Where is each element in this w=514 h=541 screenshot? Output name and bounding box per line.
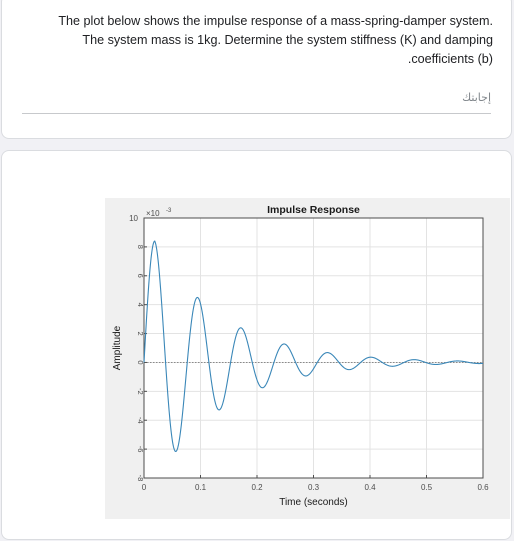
y-tick-label: 10 (129, 214, 138, 223)
x-tick-label: 0.3 (308, 483, 320, 492)
x-tick-label: 0.6 (477, 483, 489, 492)
y-axis-label: Amplitude (112, 325, 123, 370)
data-point-peak-8 (306, 369, 307, 370)
image-card: 0 0.1 0.2 0.3 0.4 0.5 0.6 -8 -6 -4 -2 0 2 4 6 8 10 ×10 -3 I… (1, 150, 512, 540)
data-point-peak-1 (154, 241, 155, 242)
x-axis-label: Time (seconds) (279, 497, 348, 508)
data-point-peak-9 (328, 358, 329, 359)
data-point-peak-7 (285, 345, 286, 346)
data-point-peak-6 (263, 387, 264, 388)
x-tick-label: 0.4 (364, 483, 376, 492)
y-exponent-power: -3 (166, 208, 172, 214)
y-tick-label: 8 (136, 245, 145, 249)
y-tick-label: -2 (136, 388, 145, 395)
data-point-peak-4 (219, 411, 220, 412)
y-tick-label: 4 (136, 303, 145, 307)
y-tick-label: 6 (136, 274, 145, 278)
data-point-peak-5 (241, 323, 242, 324)
data-point-peak-2 (176, 452, 177, 453)
answer-input[interactable]: إجابتك (22, 89, 491, 114)
y-tick-label: -6 (136, 446, 145, 453)
x-tick-label: 0 (142, 483, 147, 492)
question-text-line-2: The system mass is 1kg. Determine the sy… (82, 33, 493, 47)
y-tick-label: 0 (136, 360, 145, 364)
y-tick-label: 2 (136, 331, 145, 335)
x-tick-label: 0.1 (195, 483, 207, 492)
impulse-response-plot: 0 0.1 0.2 0.3 0.4 0.5 0.6 -8 -6 -4 -2 0 2 4 6 8 10 ×10 -3 I… (105, 198, 510, 519)
y-exponent-label: ×10 (146, 209, 160, 218)
x-tick-label: 0.5 (421, 483, 433, 492)
y-tick-label: -4 (136, 417, 145, 424)
impulse-response-line (143, 240, 484, 453)
answer-placeholder: إجابتك (462, 92, 491, 104)
question-card: The plot below shows the impulse respons… (1, 0, 512, 139)
question-text-line-3: .coefficients (b) (407, 52, 493, 66)
data-point-peak-3 (198, 281, 199, 282)
chart-title: Impulse Response (267, 204, 360, 216)
y-tick-label: -8 (136, 475, 145, 482)
x-tick-label: 0.2 (251, 483, 263, 492)
question-text-line-1: The plot below shows the impulse respons… (58, 14, 493, 28)
